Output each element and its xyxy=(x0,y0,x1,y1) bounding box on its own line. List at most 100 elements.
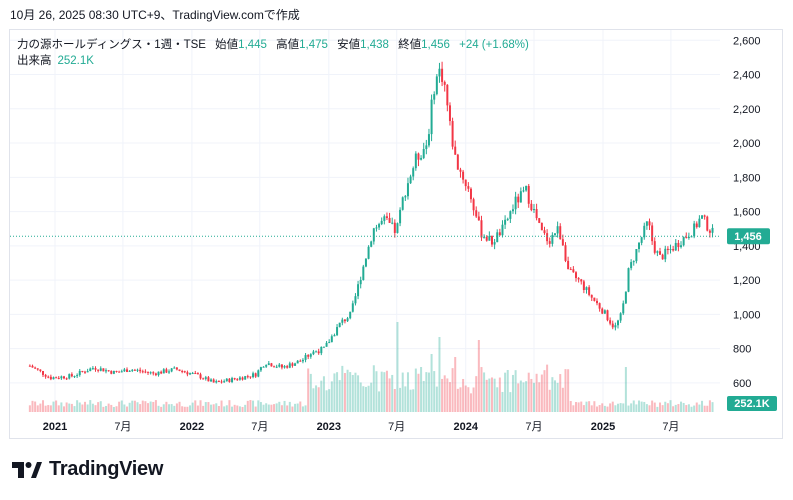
volume-bar xyxy=(535,373,538,412)
volume-bar xyxy=(501,391,504,412)
candle-body xyxy=(194,373,197,375)
volume-bar xyxy=(91,403,94,412)
candle-body xyxy=(39,369,42,372)
volume-bar xyxy=(294,403,297,412)
candle-body xyxy=(680,245,683,248)
candle-body xyxy=(294,363,297,366)
candle-body xyxy=(666,248,669,251)
volume-bar xyxy=(427,372,430,412)
volume-bar xyxy=(483,372,486,412)
volume-bar xyxy=(588,401,591,412)
candle-body xyxy=(299,360,302,362)
candle-body xyxy=(706,216,709,231)
volume-bar xyxy=(630,403,633,412)
close-label: 終値 xyxy=(398,39,422,51)
candle-body xyxy=(78,370,81,376)
candle-body xyxy=(656,251,659,253)
volume-bar xyxy=(78,402,81,412)
volume-bar xyxy=(57,405,60,412)
volume-bar xyxy=(299,401,302,412)
candle-body xyxy=(267,363,270,365)
volume-bar xyxy=(215,403,218,412)
footer-brand[interactable]: TradingView xyxy=(49,458,164,480)
candle-body xyxy=(506,218,509,220)
volume-bar xyxy=(97,402,100,412)
volume-bar xyxy=(351,374,354,412)
candle-body xyxy=(257,370,260,377)
candle-body xyxy=(420,157,423,160)
time-tick-label: 2024 xyxy=(453,421,478,433)
volume-bar xyxy=(577,402,580,412)
volume-bar xyxy=(273,404,276,412)
candle-body xyxy=(527,185,530,204)
volume-bar xyxy=(632,400,635,412)
volume-bar xyxy=(65,402,68,412)
volume-bar xyxy=(267,404,270,412)
candle-body xyxy=(41,371,44,375)
candle-body xyxy=(383,216,386,221)
volume-bar xyxy=(567,369,570,412)
candle-body xyxy=(65,378,68,380)
candle-body xyxy=(73,376,76,378)
volume-bar xyxy=(338,380,341,412)
volume-bar xyxy=(448,382,451,412)
volume-bar xyxy=(81,404,84,412)
volume-bar xyxy=(651,400,654,412)
candle-body xyxy=(643,225,646,238)
volume-bar xyxy=(388,378,391,412)
volume-bar xyxy=(349,372,352,412)
volume-bar xyxy=(252,400,255,412)
candle-body xyxy=(359,279,362,285)
volume-label[interactable]: 出来高 xyxy=(17,55,52,67)
volume-bar xyxy=(165,401,168,412)
candle-body xyxy=(406,183,409,197)
candle-body xyxy=(259,367,262,371)
candle-body xyxy=(168,371,171,373)
symbol-label[interactable]: 力の源ホールディングス・1週・TSE xyxy=(17,39,206,51)
candle-body xyxy=(128,370,131,372)
candle-body xyxy=(417,153,420,160)
volume-bar xyxy=(102,406,105,412)
close-value: 1,456 xyxy=(421,39,450,51)
volume-bar xyxy=(582,405,585,412)
candle-body xyxy=(86,371,89,373)
volume-bar xyxy=(275,403,278,412)
candle-body xyxy=(60,376,63,379)
candle-body xyxy=(149,372,152,374)
candle-body xyxy=(181,371,184,373)
volume-bar xyxy=(404,386,407,412)
volume-bar xyxy=(472,387,475,412)
candle-body xyxy=(115,370,118,372)
volume-bar xyxy=(383,372,386,412)
candle-body xyxy=(170,368,173,372)
volume-bar xyxy=(685,405,688,412)
volume-bar xyxy=(561,387,564,412)
candle-body xyxy=(396,223,399,233)
candle-body xyxy=(548,241,551,244)
volume-bar xyxy=(525,381,528,412)
candle-body xyxy=(567,260,570,270)
volume-bar xyxy=(609,403,612,412)
candle-body xyxy=(317,351,320,354)
candle-body xyxy=(375,227,378,229)
volume-bar xyxy=(181,406,184,412)
volume-bar xyxy=(469,393,472,412)
candle-body xyxy=(372,228,375,242)
candle-body xyxy=(469,188,472,200)
candle-body xyxy=(278,364,281,367)
volume-bar xyxy=(110,404,113,412)
candle-body xyxy=(598,303,601,309)
candle-body xyxy=(496,232,499,243)
candle-body xyxy=(601,308,604,314)
candle-body xyxy=(131,369,134,371)
volume-bar xyxy=(68,403,71,412)
volume-bar xyxy=(393,389,396,412)
time-tick-label: 2021 xyxy=(43,421,67,433)
candle-body xyxy=(425,145,428,150)
candle-body xyxy=(349,311,352,319)
volume-bar xyxy=(288,401,291,412)
candle-body xyxy=(354,296,357,304)
tradingview-logo-icon[interactable] xyxy=(12,461,42,478)
volume-bar xyxy=(606,406,609,412)
